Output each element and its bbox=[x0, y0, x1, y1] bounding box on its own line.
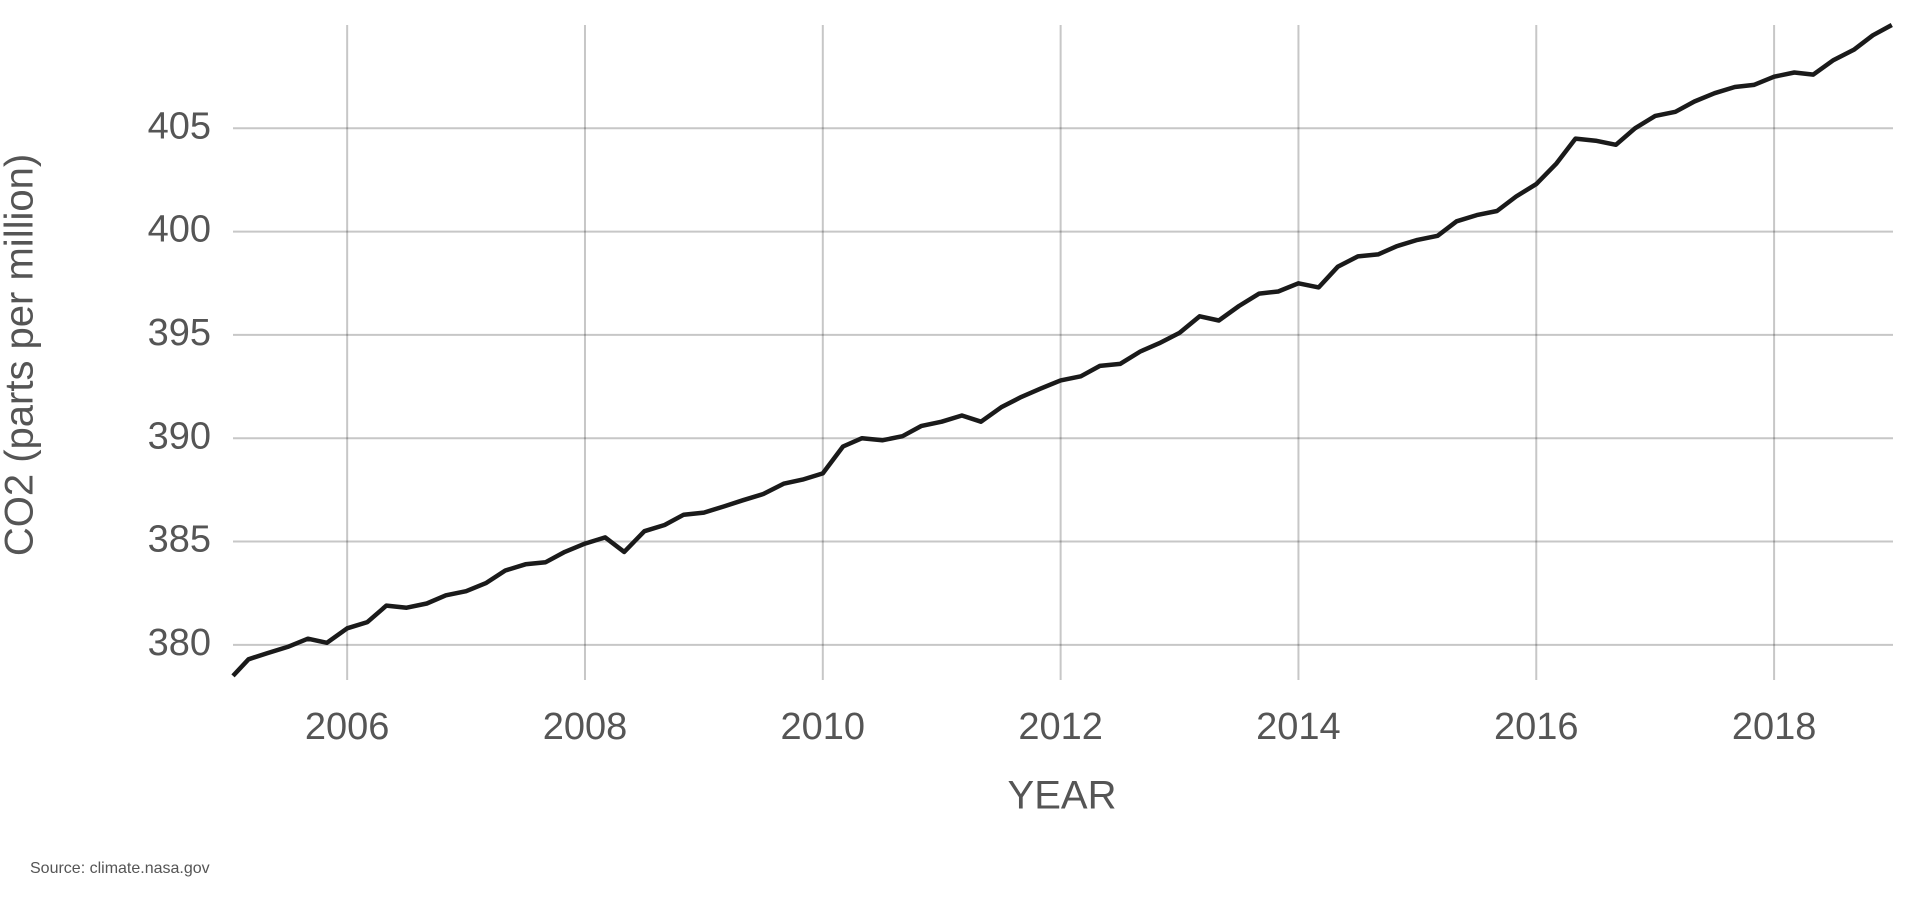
y-tick-label: 385 bbox=[148, 519, 211, 561]
y-tick-label: 380 bbox=[148, 622, 211, 664]
y-axis-title: CO2 (parts per million) bbox=[0, 154, 42, 556]
x-tick-label: 2018 bbox=[1732, 706, 1817, 748]
source-note: Source: climate.nasa.gov bbox=[30, 860, 210, 877]
y-tick-label: 400 bbox=[148, 209, 211, 251]
y-tick-label: 395 bbox=[148, 312, 211, 354]
x-tick-label: 2014 bbox=[1256, 706, 1341, 748]
x-tick-label: 2016 bbox=[1494, 706, 1579, 748]
data-line bbox=[231, 23, 1893, 678]
x-tick-label: 2012 bbox=[1018, 706, 1103, 748]
x-tick-label: 2010 bbox=[781, 706, 866, 748]
x-tick-label: 2006 bbox=[305, 706, 390, 748]
y-tick-label: 405 bbox=[148, 105, 211, 147]
x-axis-title: YEAR bbox=[1008, 774, 1117, 818]
y-tick-label: 390 bbox=[148, 415, 211, 457]
x-tick-label: 2008 bbox=[543, 706, 628, 748]
